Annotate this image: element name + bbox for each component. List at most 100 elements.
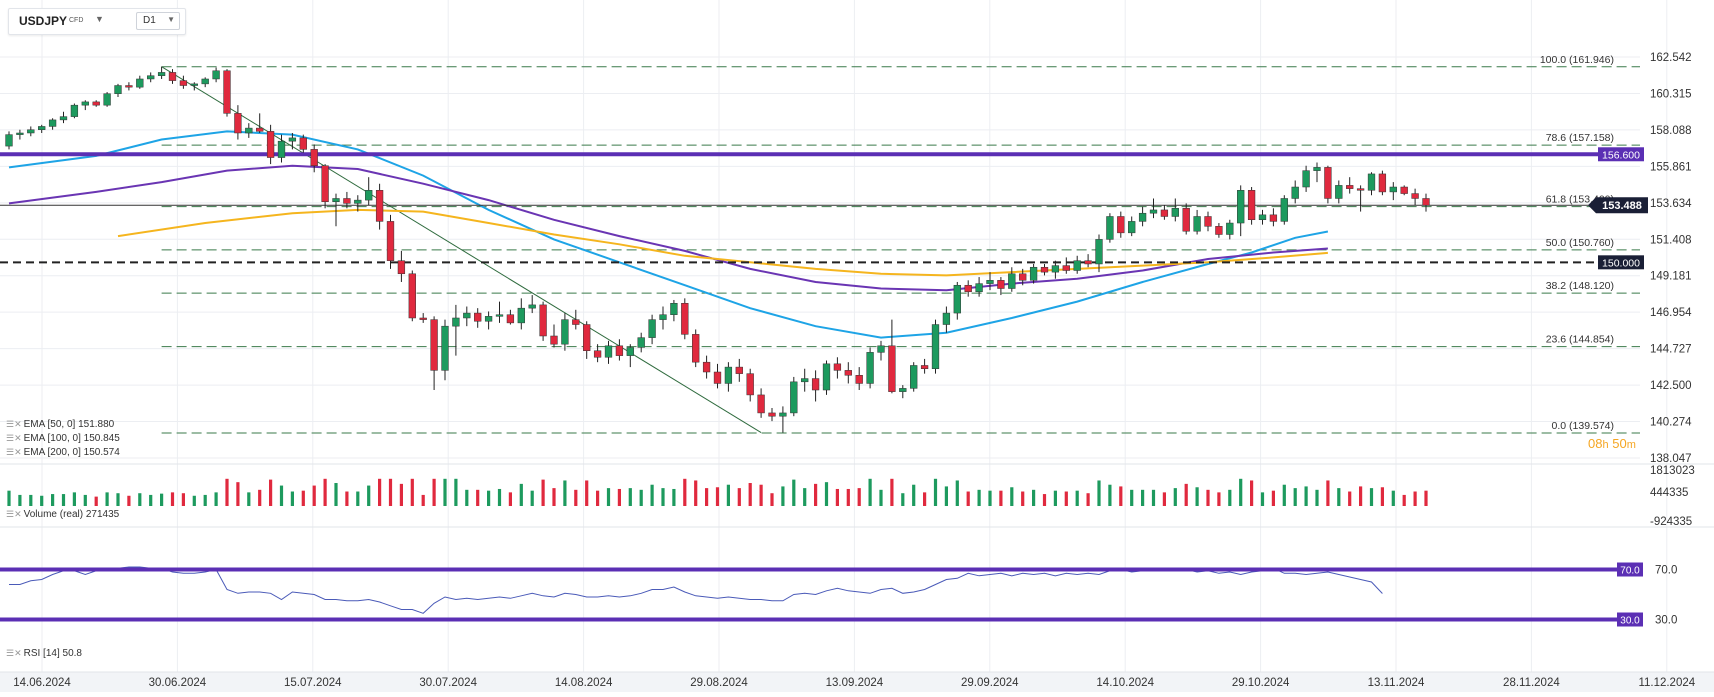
ema100-line bbox=[8, 164, 1328, 292]
volume-bar-up bbox=[868, 478, 872, 506]
volume-bar-up bbox=[290, 491, 294, 506]
symbol-dropdown-icon[interactable]: ▼ bbox=[95, 14, 104, 24]
volume-bar-down bbox=[1348, 491, 1352, 506]
volume-bar-up bbox=[51, 494, 55, 506]
candle-bearish bbox=[179, 80, 188, 86]
candle-bullish bbox=[48, 119, 57, 127]
volume-bar-up bbox=[192, 495, 196, 506]
timeframe-dropdown-icon[interactable]: ▼ bbox=[167, 15, 175, 24]
volume-bar-down bbox=[683, 478, 687, 506]
price-axis-label: 142.500 bbox=[1650, 380, 1692, 392]
volume-bar-down bbox=[432, 478, 436, 506]
legend-ema50[interactable]: ☰✕ EMA [50, 0] 151.880 bbox=[6, 419, 114, 430]
volume-bar-down bbox=[170, 492, 175, 506]
indicator-menu-icon[interactable]: ☰✕ bbox=[6, 447, 22, 457]
x-axis-label: 14.10.2024 bbox=[1096, 677, 1154, 689]
price-axis-label: 162.542 bbox=[1650, 52, 1692, 64]
candle-bearish bbox=[1346, 185, 1354, 189]
candle-bearish bbox=[1040, 266, 1049, 273]
candle-bullish bbox=[724, 366, 733, 384]
rsi-axis-label: 30.0 bbox=[1655, 615, 1677, 627]
candle-bearish bbox=[1324, 167, 1332, 199]
price-axis-label: 138.047 bbox=[1650, 453, 1692, 465]
candle-bearish bbox=[572, 319, 580, 325]
volume-bar-down bbox=[1380, 487, 1384, 506]
symbol-name[interactable]: USDJPY bbox=[19, 14, 68, 28]
candle-bullish bbox=[953, 284, 961, 314]
volume-bar-down bbox=[835, 488, 839, 506]
volume-bar-down bbox=[1359, 486, 1363, 506]
volume-bar-down bbox=[999, 490, 1003, 506]
volume-bar-down bbox=[388, 478, 393, 506]
fib-level-label: 0.0 (139.574) bbox=[1552, 420, 1614, 432]
volume-bar-up bbox=[29, 494, 33, 506]
volume-bar-down bbox=[181, 493, 185, 506]
x-axis-label: 13.09.2024 bbox=[826, 677, 884, 689]
candle-bullish bbox=[81, 101, 89, 106]
legend-ema200-text: EMA [200, 0] 150.574 bbox=[23, 447, 120, 458]
volume-bar-up bbox=[639, 489, 643, 506]
volume-bar-down bbox=[476, 489, 480, 506]
volume-bar-up bbox=[944, 486, 948, 506]
volume-bar-down bbox=[258, 489, 262, 506]
candle-bearish bbox=[964, 284, 972, 293]
volume-bar-up bbox=[1032, 489, 1036, 506]
volume-bar-down bbox=[269, 479, 273, 506]
candle-bullish bbox=[70, 104, 79, 117]
volume-bar-up bbox=[1141, 489, 1145, 506]
candle-bullish bbox=[201, 78, 209, 85]
candle-bullish bbox=[1291, 186, 1299, 199]
legend-volume[interactable]: ☰✕ Volume (real) 271435 bbox=[6, 509, 119, 520]
candle-bullish bbox=[484, 316, 493, 322]
candle-bullish bbox=[1237, 190, 1245, 224]
indicator-menu-icon[interactable]: ☰✕ bbox=[6, 648, 22, 658]
rsi-level-tag bbox=[1617, 612, 1643, 627]
candle-bearish bbox=[583, 324, 591, 351]
volume-bar-up bbox=[803, 488, 807, 506]
volume-bar-down bbox=[759, 484, 763, 506]
indicator-menu-icon[interactable]: ☰✕ bbox=[6, 433, 22, 443]
volume-bar-down bbox=[1184, 483, 1188, 506]
candle-bearish bbox=[397, 260, 406, 275]
indicator-menu-icon[interactable]: ☰✕ bbox=[6, 419, 22, 429]
candle-bullish bbox=[114, 85, 122, 94]
timeframe-select[interactable]: D1 ▼ bbox=[136, 12, 180, 30]
legend-ema100-text: EMA [100, 0] 150.845 bbox=[23, 433, 120, 444]
candle-bullish bbox=[866, 352, 874, 384]
volume-bar-up bbox=[1239, 478, 1243, 506]
indicator-menu-icon[interactable]: ☰✕ bbox=[6, 509, 22, 519]
candle-bullish bbox=[16, 132, 24, 135]
volume-bar-up bbox=[279, 485, 284, 506]
legend-rsi[interactable]: ☰✕ RSI [14] 50.8 bbox=[6, 648, 82, 659]
candle-bullish bbox=[931, 324, 940, 369]
volume-bar-down bbox=[923, 492, 927, 506]
candle-bearish bbox=[713, 371, 722, 384]
price-axis-label: 146.954 bbox=[1650, 307, 1692, 319]
candle-bullish bbox=[1149, 209, 1158, 214]
candle-bearish bbox=[1204, 216, 1212, 227]
legend-ema200[interactable]: ☰✕ EMA [200, 0] 150.574 bbox=[6, 447, 120, 458]
volume-bar-down bbox=[127, 495, 131, 506]
symbol-toolbar[interactable]: USDJPY CFD ▼ D1 ▼ bbox=[8, 8, 186, 35]
volume-bar-up bbox=[214, 492, 218, 506]
x-axis-label: 29.10.2024 bbox=[1232, 677, 1290, 689]
candle-bullish bbox=[561, 319, 569, 345]
candle-bullish bbox=[801, 378, 809, 383]
candle-bearish bbox=[920, 365, 929, 369]
candle-bullish bbox=[245, 127, 253, 134]
candle-bullish bbox=[1280, 198, 1288, 222]
x-axis-label: 15.07.2024 bbox=[284, 677, 342, 689]
candle-bullish bbox=[637, 337, 645, 348]
candle-bearish bbox=[375, 190, 384, 222]
candle-bullish bbox=[942, 312, 951, 325]
candle-bullish bbox=[59, 116, 68, 121]
x-axis-label: 28.11.2024 bbox=[1503, 677, 1560, 689]
legend-ema100[interactable]: ☰✕ EMA [100, 0] 150.845 bbox=[6, 433, 120, 444]
candle-bullish bbox=[822, 363, 831, 391]
volume-bar-up bbox=[672, 488, 676, 506]
volume-bar-up bbox=[955, 480, 959, 506]
candle-bullish bbox=[1302, 170, 1310, 188]
